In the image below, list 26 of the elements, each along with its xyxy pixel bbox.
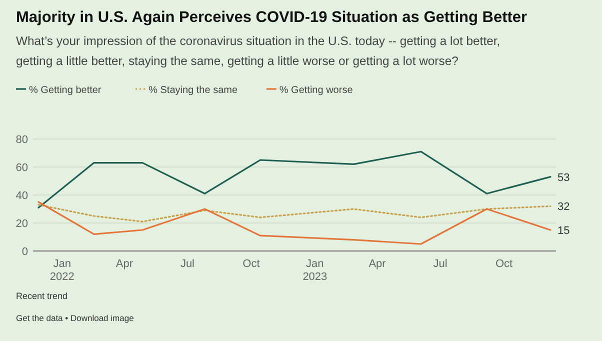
text: Recent trend — [16, 291, 68, 301]
line-series — [38, 204, 552, 222]
legend-label: % Getting better — [29, 85, 102, 96]
legend-label: % Staying the same — [148, 85, 238, 96]
y-tick-label: 40 — [16, 190, 28, 202]
x-tick-label: Jul — [180, 258, 195, 270]
text: Get the data • Download image — [16, 313, 134, 323]
chart-subtitle: What’s your impression of the coronavirus situation in the U.S. today -- getting a lot better, getting a little better, staying the same, getting a little worse or getting a lot worse? — [16, 34, 500, 68]
y-tick-label: 80 — [16, 134, 28, 146]
line-series — [38, 150, 552, 208]
legend-label: % Getting worse — [279, 85, 354, 96]
line-series — [38, 201, 552, 245]
chart-title: Majority in U.S. Again Perceives COVID-19 Situation as Getting Better — [16, 9, 528, 26]
x-tick-label: Apr — [116, 258, 134, 270]
y-tick-label: 0 — [22, 246, 28, 258]
x-tick-label: Jul — [433, 258, 448, 270]
x-tick-label: Oct — [495, 258, 513, 270]
x-tick-label: Jan 2023 — [302, 258, 328, 283]
x-tick-label: Jan 2022 — [50, 258, 74, 283]
data-label: 53 — [557, 172, 570, 184]
x-tick-label: Apr — [368, 258, 386, 270]
y-tick-label: 60 — [16, 162, 28, 174]
x-tick-label: Oct — [242, 258, 260, 270]
data-label: 15 — [557, 225, 570, 237]
y-tick-label: 20 — [16, 218, 28, 230]
data-label: 32 — [557, 201, 570, 214]
